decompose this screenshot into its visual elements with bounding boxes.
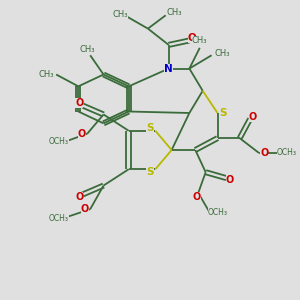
Text: CH₃: CH₃	[192, 36, 208, 45]
Text: CH₃: CH₃	[214, 49, 230, 58]
Text: O: O	[226, 175, 234, 184]
Text: O: O	[260, 148, 269, 158]
Text: S: S	[219, 108, 226, 118]
Text: OCH₃: OCH₃	[208, 208, 227, 217]
Text: O: O	[249, 112, 257, 122]
Text: CH₃: CH₃	[39, 70, 54, 79]
Text: CH₃: CH₃	[167, 8, 182, 17]
Text: OCH₃: OCH₃	[49, 214, 69, 224]
Text: CH₃: CH₃	[112, 10, 128, 19]
Text: O: O	[75, 192, 83, 202]
Text: O: O	[75, 98, 83, 108]
Text: OCH₃: OCH₃	[277, 148, 297, 158]
Text: N: N	[164, 64, 173, 74]
Text: CH₃: CH₃	[80, 45, 95, 54]
Text: O: O	[78, 129, 86, 139]
Text: S: S	[146, 167, 154, 177]
Text: O: O	[193, 192, 201, 203]
Text: O: O	[188, 33, 197, 43]
Text: O: O	[81, 204, 89, 214]
Text: S: S	[146, 123, 154, 133]
Text: OCH₃: OCH₃	[49, 136, 69, 146]
